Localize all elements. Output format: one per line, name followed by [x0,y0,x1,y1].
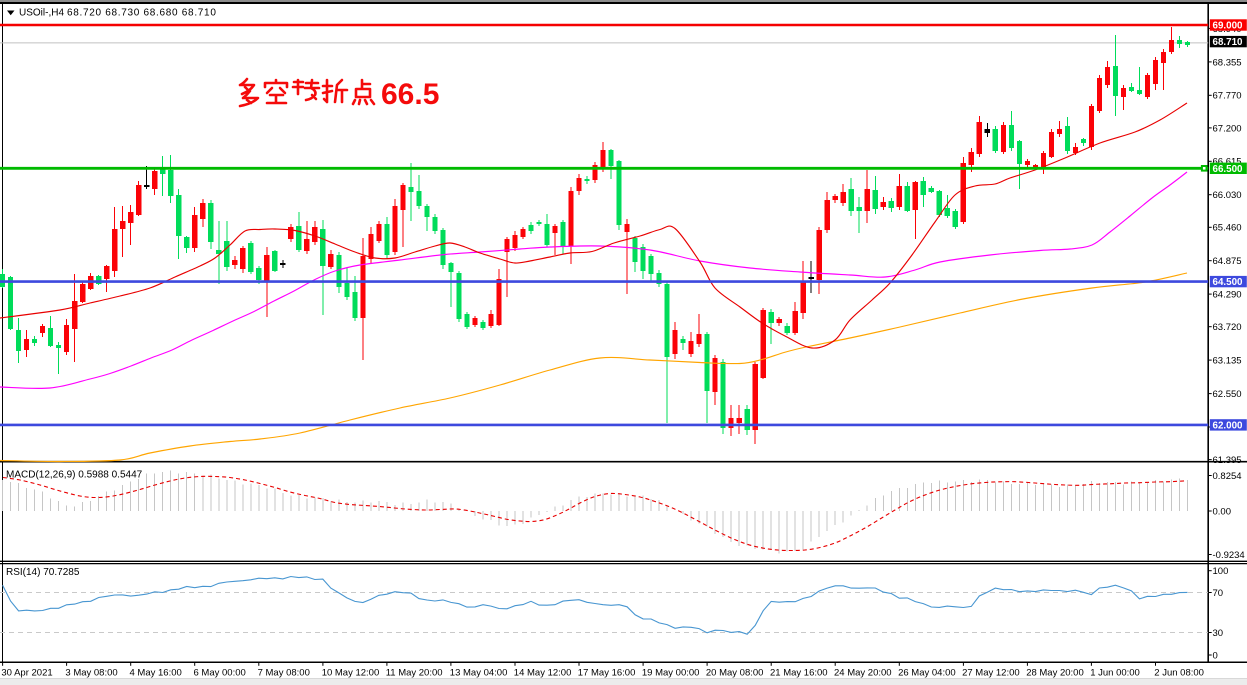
svg-text:7 May 08:00: 7 May 08:00 [258,668,310,679]
svg-text:MACD(12,26,9) 0.5988 0.5447: MACD(12,26,9) 0.5988 0.5447 [6,470,143,481]
svg-text:USOil-,H4: USOil-,H4 [19,8,64,19]
svg-text:66.615: 66.615 [1213,157,1242,168]
svg-text:30 Apr 2021: 30 Apr 2021 [1,668,52,679]
svg-text:62.550: 62.550 [1213,389,1242,400]
svg-text:63.135: 63.135 [1213,356,1242,367]
svg-text:64.290: 64.290 [1213,290,1242,301]
svg-text:68.720 68.730 68.680 68.710: 68.720 68.730 68.680 68.710 [67,8,217,19]
svg-text:21 May 16:00: 21 May 16:00 [770,668,828,679]
svg-text:3 May 08:00: 3 May 08:00 [65,668,117,679]
svg-text:67.200: 67.200 [1213,123,1242,134]
svg-text:65.460: 65.460 [1213,223,1242,234]
svg-text:69.000: 69.000 [1213,21,1244,32]
svg-text:26 May 04:00: 26 May 04:00 [898,668,956,679]
svg-text:63.720: 63.720 [1213,322,1242,333]
svg-text:62.000: 62.000 [1213,421,1244,432]
svg-text:68.710: 68.710 [1213,37,1244,48]
svg-text:17 May 16:00: 17 May 16:00 [578,668,636,679]
svg-text:19 May 00:00: 19 May 00:00 [642,668,700,679]
svg-text:-0.9234: -0.9234 [1213,550,1245,561]
svg-text:67.770: 67.770 [1213,91,1242,102]
svg-text:28 May 20:00: 28 May 20:00 [1026,668,1084,679]
svg-text:11 May 20:00: 11 May 20:00 [386,668,443,679]
svg-text:66.500: 66.500 [1213,164,1244,175]
svg-text:68.355: 68.355 [1213,57,1242,68]
svg-text:1 Jun 00:00: 1 Jun 00:00 [1090,668,1140,679]
svg-text:RSI(14) 70.7285: RSI(14) 70.7285 [6,567,80,578]
svg-text:13 May 04:00: 13 May 04:00 [450,668,508,679]
svg-text:0: 0 [1213,650,1218,661]
svg-text:24 May 20:00: 24 May 20:00 [834,668,892,679]
svg-text:2 Jun 08:00: 2 Jun 08:00 [1154,668,1204,679]
svg-text:10 May 12:00: 10 May 12:00 [322,668,380,679]
svg-text:64.875: 64.875 [1213,256,1242,267]
svg-text:100: 100 [1213,566,1229,577]
svg-text:0.00: 0.00 [1213,506,1232,517]
svg-text:14 May 12:00: 14 May 12:00 [514,668,572,679]
svg-text:70: 70 [1213,588,1224,599]
svg-text:66.030: 66.030 [1213,190,1242,201]
svg-text:61.395: 61.395 [1213,455,1242,466]
svg-text:66.5: 66.5 [381,78,439,111]
svg-text:4 May 16:00: 4 May 16:00 [130,668,182,679]
svg-text:27 May 12:00: 27 May 12:00 [962,668,1020,679]
svg-text:0.8254: 0.8254 [1213,471,1242,482]
svg-text:64.500: 64.500 [1213,277,1244,288]
svg-text:20 May 08:00: 20 May 08:00 [706,668,764,679]
svg-text:30: 30 [1213,628,1224,639]
svg-text:6 May 00:00: 6 May 00:00 [194,668,246,679]
